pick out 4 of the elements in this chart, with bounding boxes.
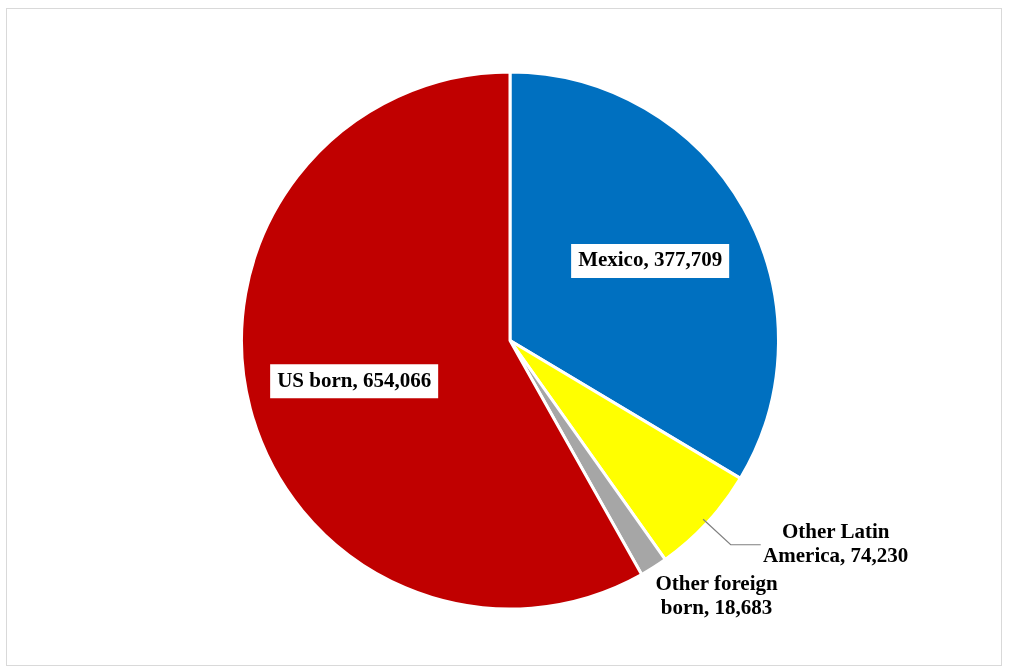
slice-label: Other Latin America, 74,230 bbox=[763, 519, 909, 568]
slice-label: Other foreign born, 18,683 bbox=[655, 571, 778, 620]
slice-label: Mexico, 377,709 bbox=[578, 247, 723, 272]
slice-label: US born, 654,066 bbox=[277, 367, 432, 392]
